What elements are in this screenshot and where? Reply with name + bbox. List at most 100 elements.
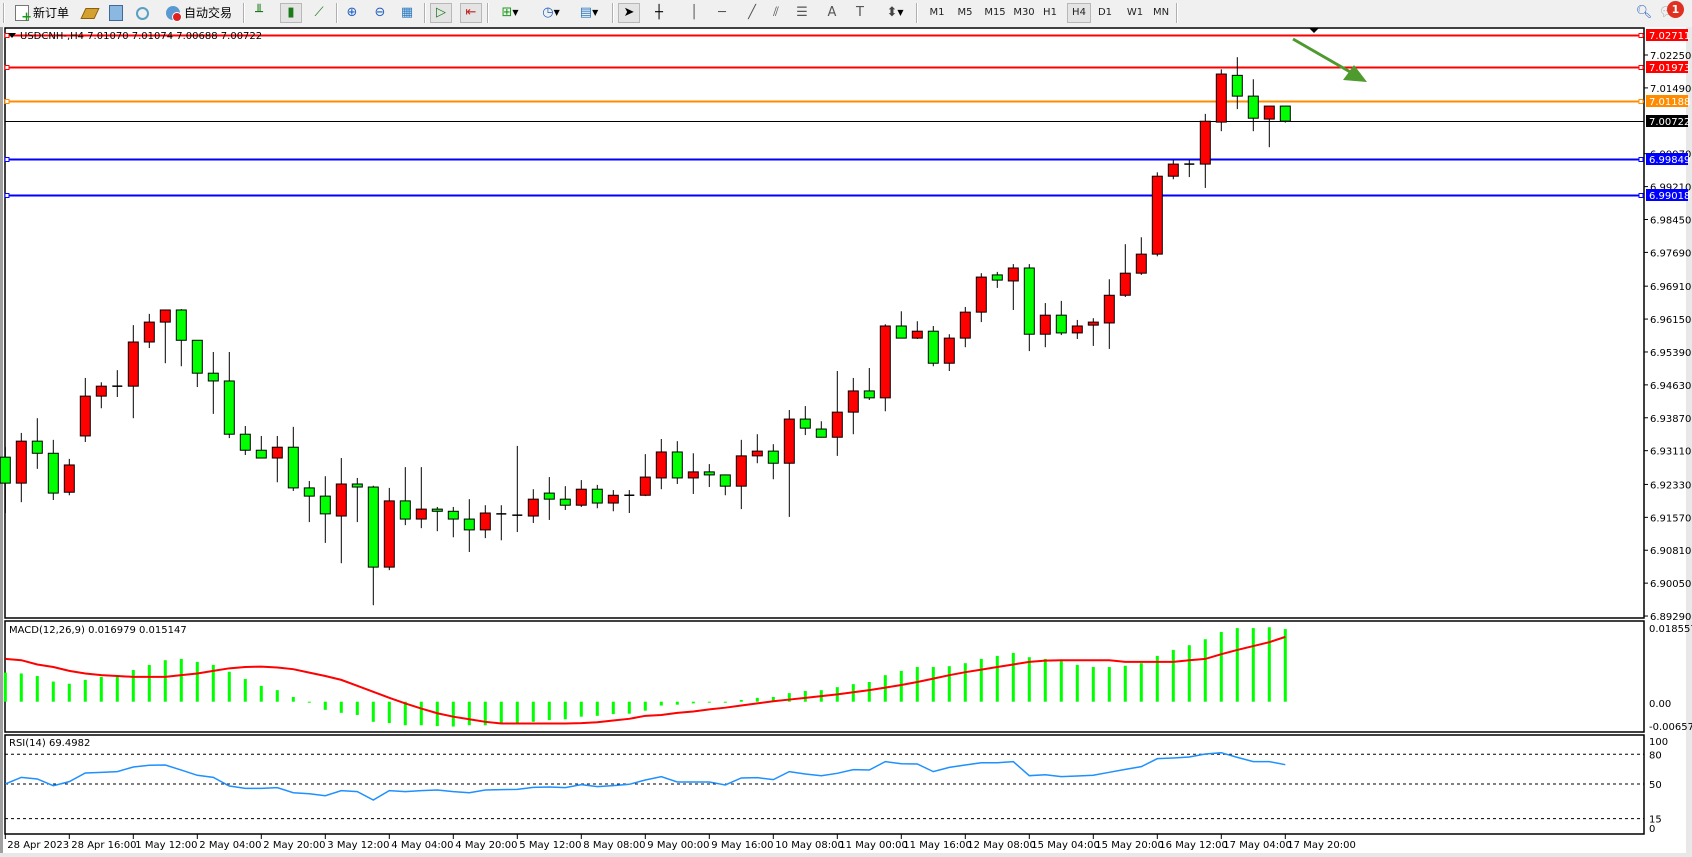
timeframe-m15-button[interactable]: M15 xyxy=(984,7,1006,18)
chart-shift-marker-icon[interactable] xyxy=(1309,28,1319,33)
auto-scroll-button[interactable]: ▷ xyxy=(430,3,452,23)
level-handle-right[interactable] xyxy=(1638,99,1644,104)
price-tick-label: 6.90810 xyxy=(1650,546,1691,557)
macd-histogram-bar xyxy=(547,701,551,721)
rsi-label: RSI(14) 69.4982 xyxy=(9,738,90,749)
auto-trading-button[interactable]: 自动交易 xyxy=(160,3,238,23)
timeframe-mn-button[interactable]: MN xyxy=(1152,7,1170,18)
tile-windows-button[interactable]: ▦ xyxy=(397,3,417,23)
time-tick-label: 5 May 12:00 xyxy=(519,840,581,851)
level-handle-left[interactable] xyxy=(4,157,10,162)
macd-histogram-bar xyxy=(451,701,455,727)
timeframe-d1-button[interactable]: D1 xyxy=(1097,7,1113,18)
crosshair-button[interactable]: ┼ xyxy=(649,3,669,23)
templates-button[interactable]: ▤ ▼ xyxy=(572,3,606,23)
signals-button[interactable] xyxy=(132,3,152,23)
level-handle-right[interactable] xyxy=(1638,157,1644,162)
candle xyxy=(911,321,923,339)
time-tick-label: 9 May 16:00 xyxy=(711,840,773,851)
trendline-icon: ╱ xyxy=(748,5,756,20)
candle-body-up xyxy=(847,390,859,413)
equidistant-channel-button[interactable]: ⫽ xyxy=(766,3,786,23)
level-price-label: 6.99018 xyxy=(1649,191,1690,202)
level-price-tag xyxy=(1646,95,1688,107)
level-handle-right[interactable] xyxy=(1638,65,1644,70)
zoom-out-button[interactable]: ⊖ xyxy=(370,3,390,23)
vertical-line-button[interactable]: │ xyxy=(684,3,704,23)
candle-body-up xyxy=(1071,325,1083,334)
candle xyxy=(527,489,539,523)
macd-histogram-bar xyxy=(1171,649,1175,702)
down-arrow-annotation-icon[interactable] xyxy=(1292,37,1367,82)
candle xyxy=(975,273,987,323)
trendline-button[interactable]: ╱ xyxy=(742,3,762,23)
macd-histogram-bar xyxy=(1283,629,1287,702)
macd-histogram-bar xyxy=(1059,661,1063,702)
search-button[interactable]: 🔍︎ xyxy=(1634,3,1654,23)
timeframe-w1-button[interactable]: W1 xyxy=(1126,7,1144,18)
horizontal-line-button[interactable]: ─ xyxy=(712,3,732,23)
time-tick-label: 9 May 00:00 xyxy=(647,840,709,851)
candle xyxy=(175,309,187,367)
macd-histogram-bar xyxy=(195,661,199,702)
arrows-button[interactable]: ⬍ ▼ xyxy=(878,3,912,23)
fibonacci-button[interactable]: ☰ xyxy=(792,3,812,23)
header-dropdown-icon[interactable] xyxy=(8,33,16,38)
macd-histogram-bar xyxy=(291,696,295,702)
timeframe-m1-button[interactable]: M1 xyxy=(929,7,945,18)
level-handle-left[interactable] xyxy=(4,99,10,104)
zoom-in-button[interactable]: ⊕ xyxy=(342,3,362,23)
candle xyxy=(1119,244,1131,297)
candle xyxy=(479,505,491,539)
level-handle-right[interactable] xyxy=(1638,33,1644,38)
zoom-in-icon: ⊕ xyxy=(346,5,358,20)
macd-histogram-bar xyxy=(563,701,567,720)
level-handle-left[interactable] xyxy=(4,33,10,38)
candle-body-down xyxy=(591,488,603,504)
chart-shift-button[interactable]: ⇤ xyxy=(460,3,482,23)
candle xyxy=(399,467,411,526)
auto-scroll-icon: ▷ xyxy=(436,5,446,20)
candle-body-down xyxy=(703,471,715,476)
indicators-icon: ⊞ xyxy=(501,5,513,20)
candle-body-down xyxy=(1279,105,1291,122)
macd-histogram-bar xyxy=(419,701,423,726)
candle xyxy=(127,325,139,419)
candle-body-down xyxy=(559,498,571,506)
level-handle-right[interactable] xyxy=(1638,193,1644,198)
text-button[interactable]: A xyxy=(822,3,842,23)
timeframe-h4-button[interactable]: H4 xyxy=(1067,3,1091,23)
level-handle-left[interactable] xyxy=(4,65,10,70)
time-tick-label: 4 May 04:00 xyxy=(391,840,453,851)
indicators-button[interactable]: ⊞ ▼ xyxy=(494,3,526,23)
cursor-button[interactable]: ➤ xyxy=(618,3,640,23)
window-right-border xyxy=(1686,27,1692,857)
candle xyxy=(63,458,75,496)
candle-body-down xyxy=(0,456,11,484)
zoom-out-icon: ⊖ xyxy=(374,5,386,20)
line-chart-button[interactable]: ⟋ xyxy=(309,3,329,23)
macd-histogram-bar xyxy=(595,701,599,716)
horizontal-line-icon: ─ xyxy=(718,5,726,20)
candle xyxy=(1231,57,1243,110)
macd-histogram-bar xyxy=(3,672,7,702)
bar-chart-button[interactable]: ╨ xyxy=(249,3,269,23)
time-tick-label: 3 May 12:00 xyxy=(327,840,389,851)
new-order-button[interactable]: + 新订单 xyxy=(10,3,74,24)
candlestick-chart-button[interactable]: ▮ xyxy=(280,3,302,23)
candle xyxy=(79,377,91,443)
timeframe-h1-button[interactable]: H1 xyxy=(1043,7,1057,18)
periodicity-button[interactable]: ◷ ▼ xyxy=(536,3,566,23)
rsi-line xyxy=(5,751,1286,801)
level-price-tag xyxy=(1646,29,1688,41)
price-tick-label: 6.99210 xyxy=(1650,183,1691,194)
macd-histogram-bar xyxy=(1155,655,1159,702)
text-label-button[interactable]: T xyxy=(850,3,870,23)
level-handle-left[interactable] xyxy=(4,193,10,198)
history-button[interactable] xyxy=(106,3,126,23)
timeframe-m30-button[interactable]: M30 xyxy=(1013,7,1035,18)
macd-histogram-bar xyxy=(499,701,503,724)
candle-body-up xyxy=(575,488,587,506)
timeframe-m5-button[interactable]: M5 xyxy=(957,7,973,18)
